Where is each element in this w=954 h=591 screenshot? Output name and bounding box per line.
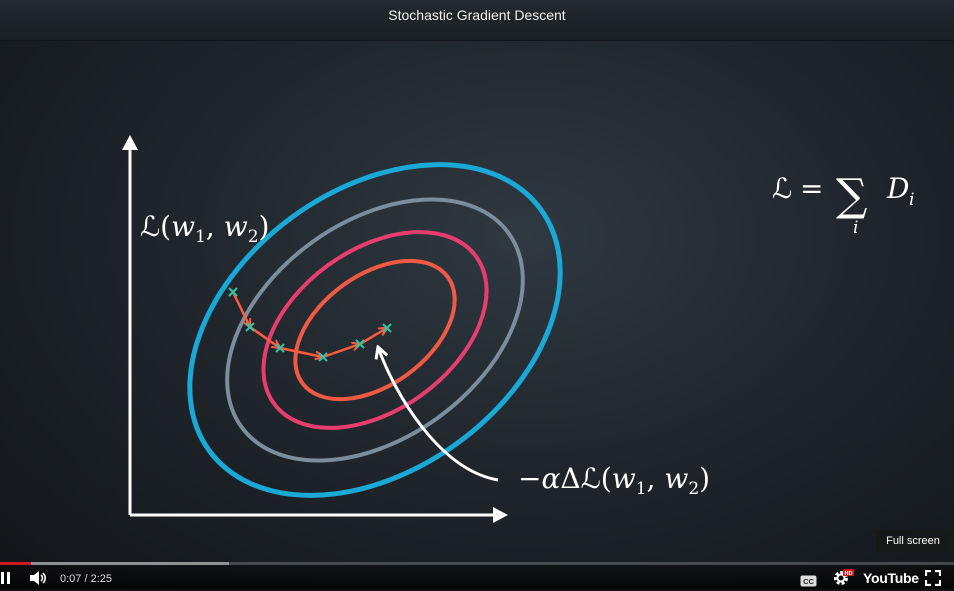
progress-buffered bbox=[0, 562, 229, 565]
y-axis-arrowhead bbox=[122, 135, 138, 150]
y-axis-label: ℒ(w1, w2) bbox=[140, 210, 269, 247]
gear-icon: HD bbox=[834, 569, 854, 585]
svg-text:i: i bbox=[909, 190, 914, 210]
youtube-logo[interactable]: YouTube bbox=[863, 570, 919, 586]
step-marker bbox=[382, 323, 392, 333]
progress-played bbox=[0, 562, 32, 565]
gradient-arrow bbox=[378, 347, 499, 482]
contour-second bbox=[225, 197, 525, 463]
time-display: 0:07 / 2:25 bbox=[60, 573, 112, 585]
current-time: 0:07 bbox=[60, 573, 82, 585]
volume-icon bbox=[30, 571, 47, 585]
volume-button[interactable] bbox=[28, 570, 48, 586]
loss-sum-formula: ℒ = ∑ i D i bbox=[772, 170, 914, 238]
svg-text:=: = bbox=[800, 172, 823, 205]
settings-button[interactable]: HD bbox=[832, 568, 854, 586]
descent-step bbox=[249, 325, 280, 348]
contour-third bbox=[261, 230, 489, 430]
pause-icon bbox=[1, 572, 10, 584]
video-title[interactable]: Stochastic Gradient Descent bbox=[388, 7, 566, 23]
step-marker bbox=[355, 339, 365, 349]
step-marker bbox=[318, 352, 328, 362]
descent-step bbox=[279, 346, 323, 357]
fullscreen-button[interactable] bbox=[924, 569, 942, 587]
descent-step bbox=[231, 291, 250, 327]
pause-button[interactable] bbox=[0, 570, 14, 584]
step-marker bbox=[228, 287, 238, 297]
svg-text:i: i bbox=[853, 218, 858, 238]
descent-step bbox=[359, 328, 387, 346]
x-axis-arrowhead bbox=[493, 507, 508, 523]
fullscreen-icon bbox=[924, 569, 942, 587]
time-separator: / bbox=[81, 573, 91, 585]
duration: 2:25 bbox=[90, 573, 113, 585]
svg-text:HD: HD bbox=[845, 571, 853, 577]
captions-button[interactable]: CC bbox=[800, 572, 817, 587]
progress-bar[interactable] bbox=[0, 562, 954, 565]
svg-text:D: D bbox=[886, 172, 909, 205]
contour-inner bbox=[293, 258, 457, 402]
gradient-step-label: −αΔℒ(w1, w2) bbox=[518, 462, 710, 499]
descent-step bbox=[322, 344, 360, 359]
fullscreen-tooltip: Full screen bbox=[876, 530, 950, 552]
title-bar: Stochastic Gradient Descent bbox=[0, 0, 954, 41]
svg-text:CC: CC bbox=[803, 577, 814, 586]
captions-icon: CC bbox=[800, 575, 817, 587]
svg-text:∑: ∑ bbox=[836, 170, 867, 221]
step-marker bbox=[275, 343, 285, 353]
descent-path bbox=[231, 291, 387, 359]
contour-outer bbox=[187, 162, 563, 498]
step-markers bbox=[228, 287, 392, 362]
player-controls: 0:07 / 2:25 CC HD YouTube bbox=[0, 565, 954, 589]
loss-contour-diagram: ℒ(w1, w2) ℒ = ∑ i D i −αΔℒ(w1, w2) bbox=[122, 135, 914, 523]
svg-text:ℒ: ℒ bbox=[772, 172, 792, 205]
step-marker bbox=[245, 322, 255, 332]
